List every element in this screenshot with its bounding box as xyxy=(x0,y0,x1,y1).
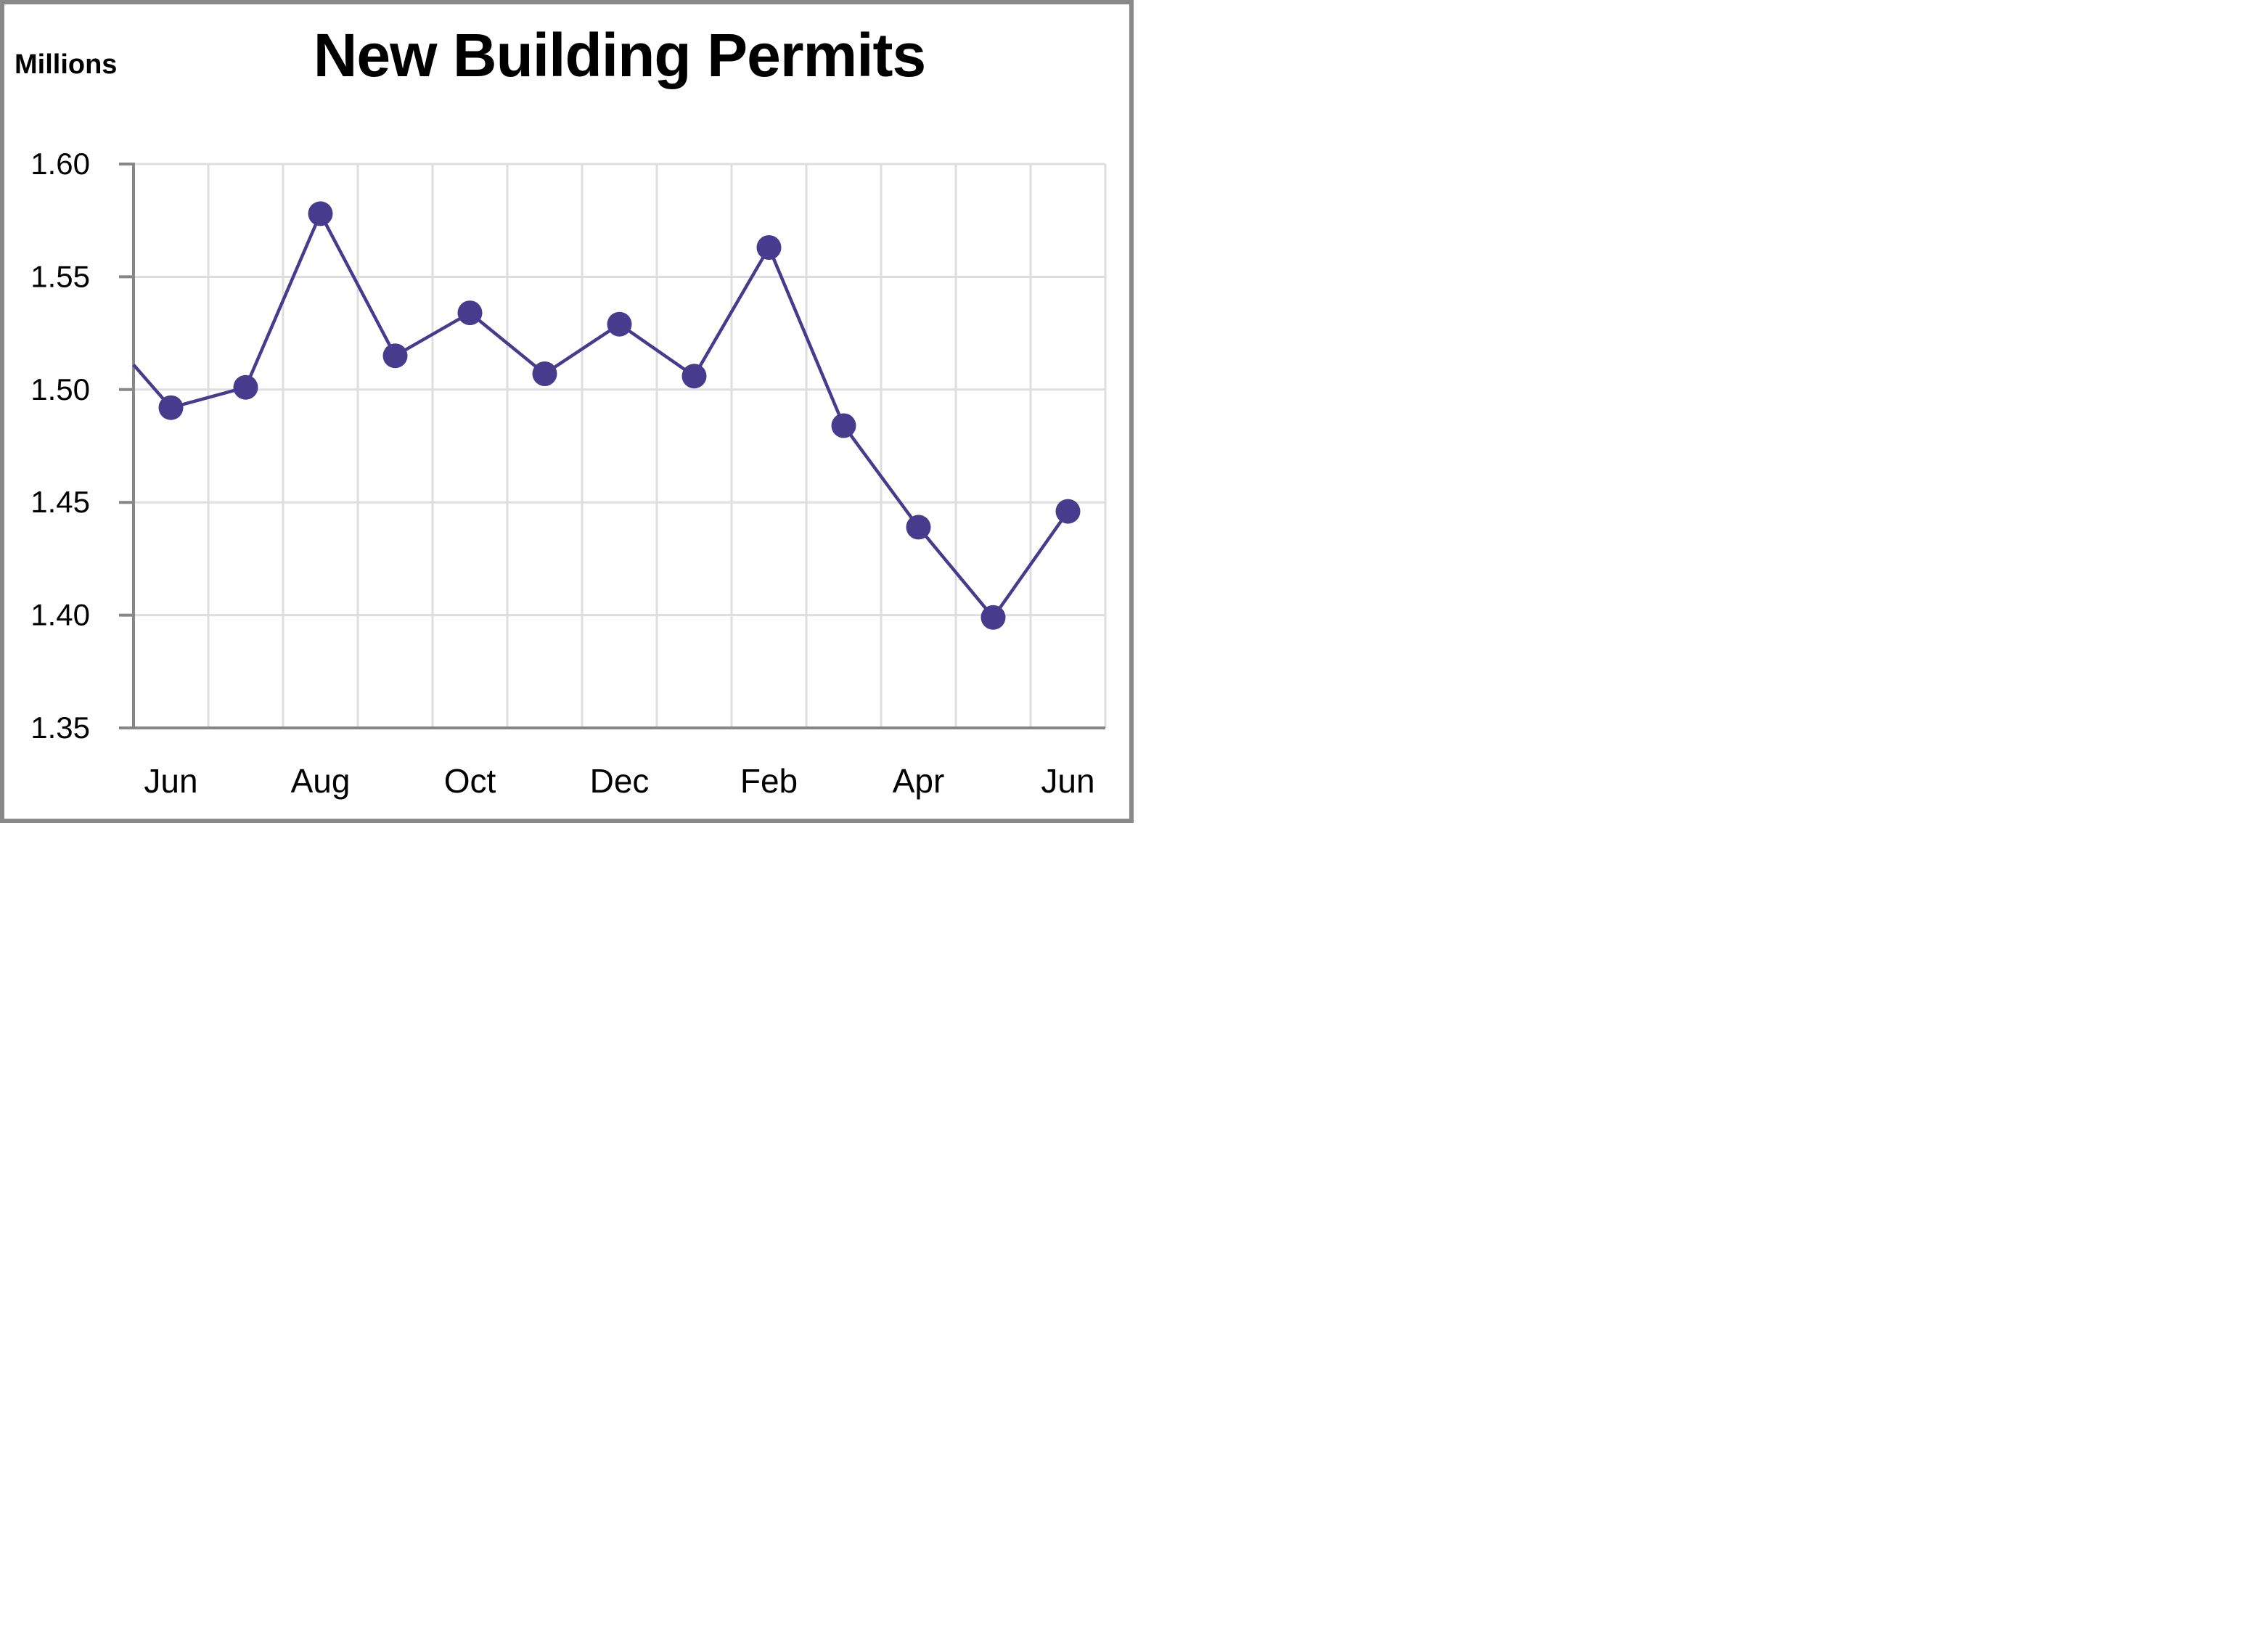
line-chart-plot: 1.60 1.55 1.50 1.45 1.40 1.35 Jun Aug Oct Dec Feb A… xyxy=(30,147,1107,800)
x-tick-label: Jun xyxy=(144,762,197,800)
y-axis-units-label: Millions xyxy=(15,49,118,80)
chart-frame: New Building Permits Millions 1.60 1.55 1.… xyxy=(0,0,1134,823)
data-point-marker xyxy=(1055,499,1081,524)
data-point-marker xyxy=(382,343,408,369)
y-tick-label: 1.55 xyxy=(30,259,90,293)
x-tick-label: Apr xyxy=(893,762,945,800)
data-point-marker xyxy=(906,515,931,540)
data-point-marker xyxy=(158,395,184,420)
x-tick-label: Oct xyxy=(444,762,496,800)
chart-title: New Building Permits xyxy=(313,21,926,89)
x-tick-label: Feb xyxy=(740,762,798,800)
x-tick-label: Dec xyxy=(590,762,650,800)
y-tick-label: 1.50 xyxy=(30,372,90,406)
y-tick-label: 1.35 xyxy=(30,711,90,745)
x-tick-label: Jun xyxy=(1041,762,1094,800)
data-point-marker xyxy=(756,235,782,260)
data-point-marker xyxy=(532,361,557,386)
data-point-marker xyxy=(233,374,258,400)
x-tick-label: Aug xyxy=(291,762,351,800)
y-tick-label: 1.60 xyxy=(30,147,90,181)
data-point-marker xyxy=(308,201,333,226)
data-point-marker xyxy=(981,605,1006,630)
data-point-marker xyxy=(457,300,483,326)
series-line xyxy=(132,212,1070,619)
data-point-marker xyxy=(607,311,632,337)
data-point-marker xyxy=(831,413,856,438)
data-point-marker xyxy=(681,364,707,389)
y-tick-label: 1.45 xyxy=(30,485,90,519)
y-tick-label: 1.40 xyxy=(30,598,90,632)
